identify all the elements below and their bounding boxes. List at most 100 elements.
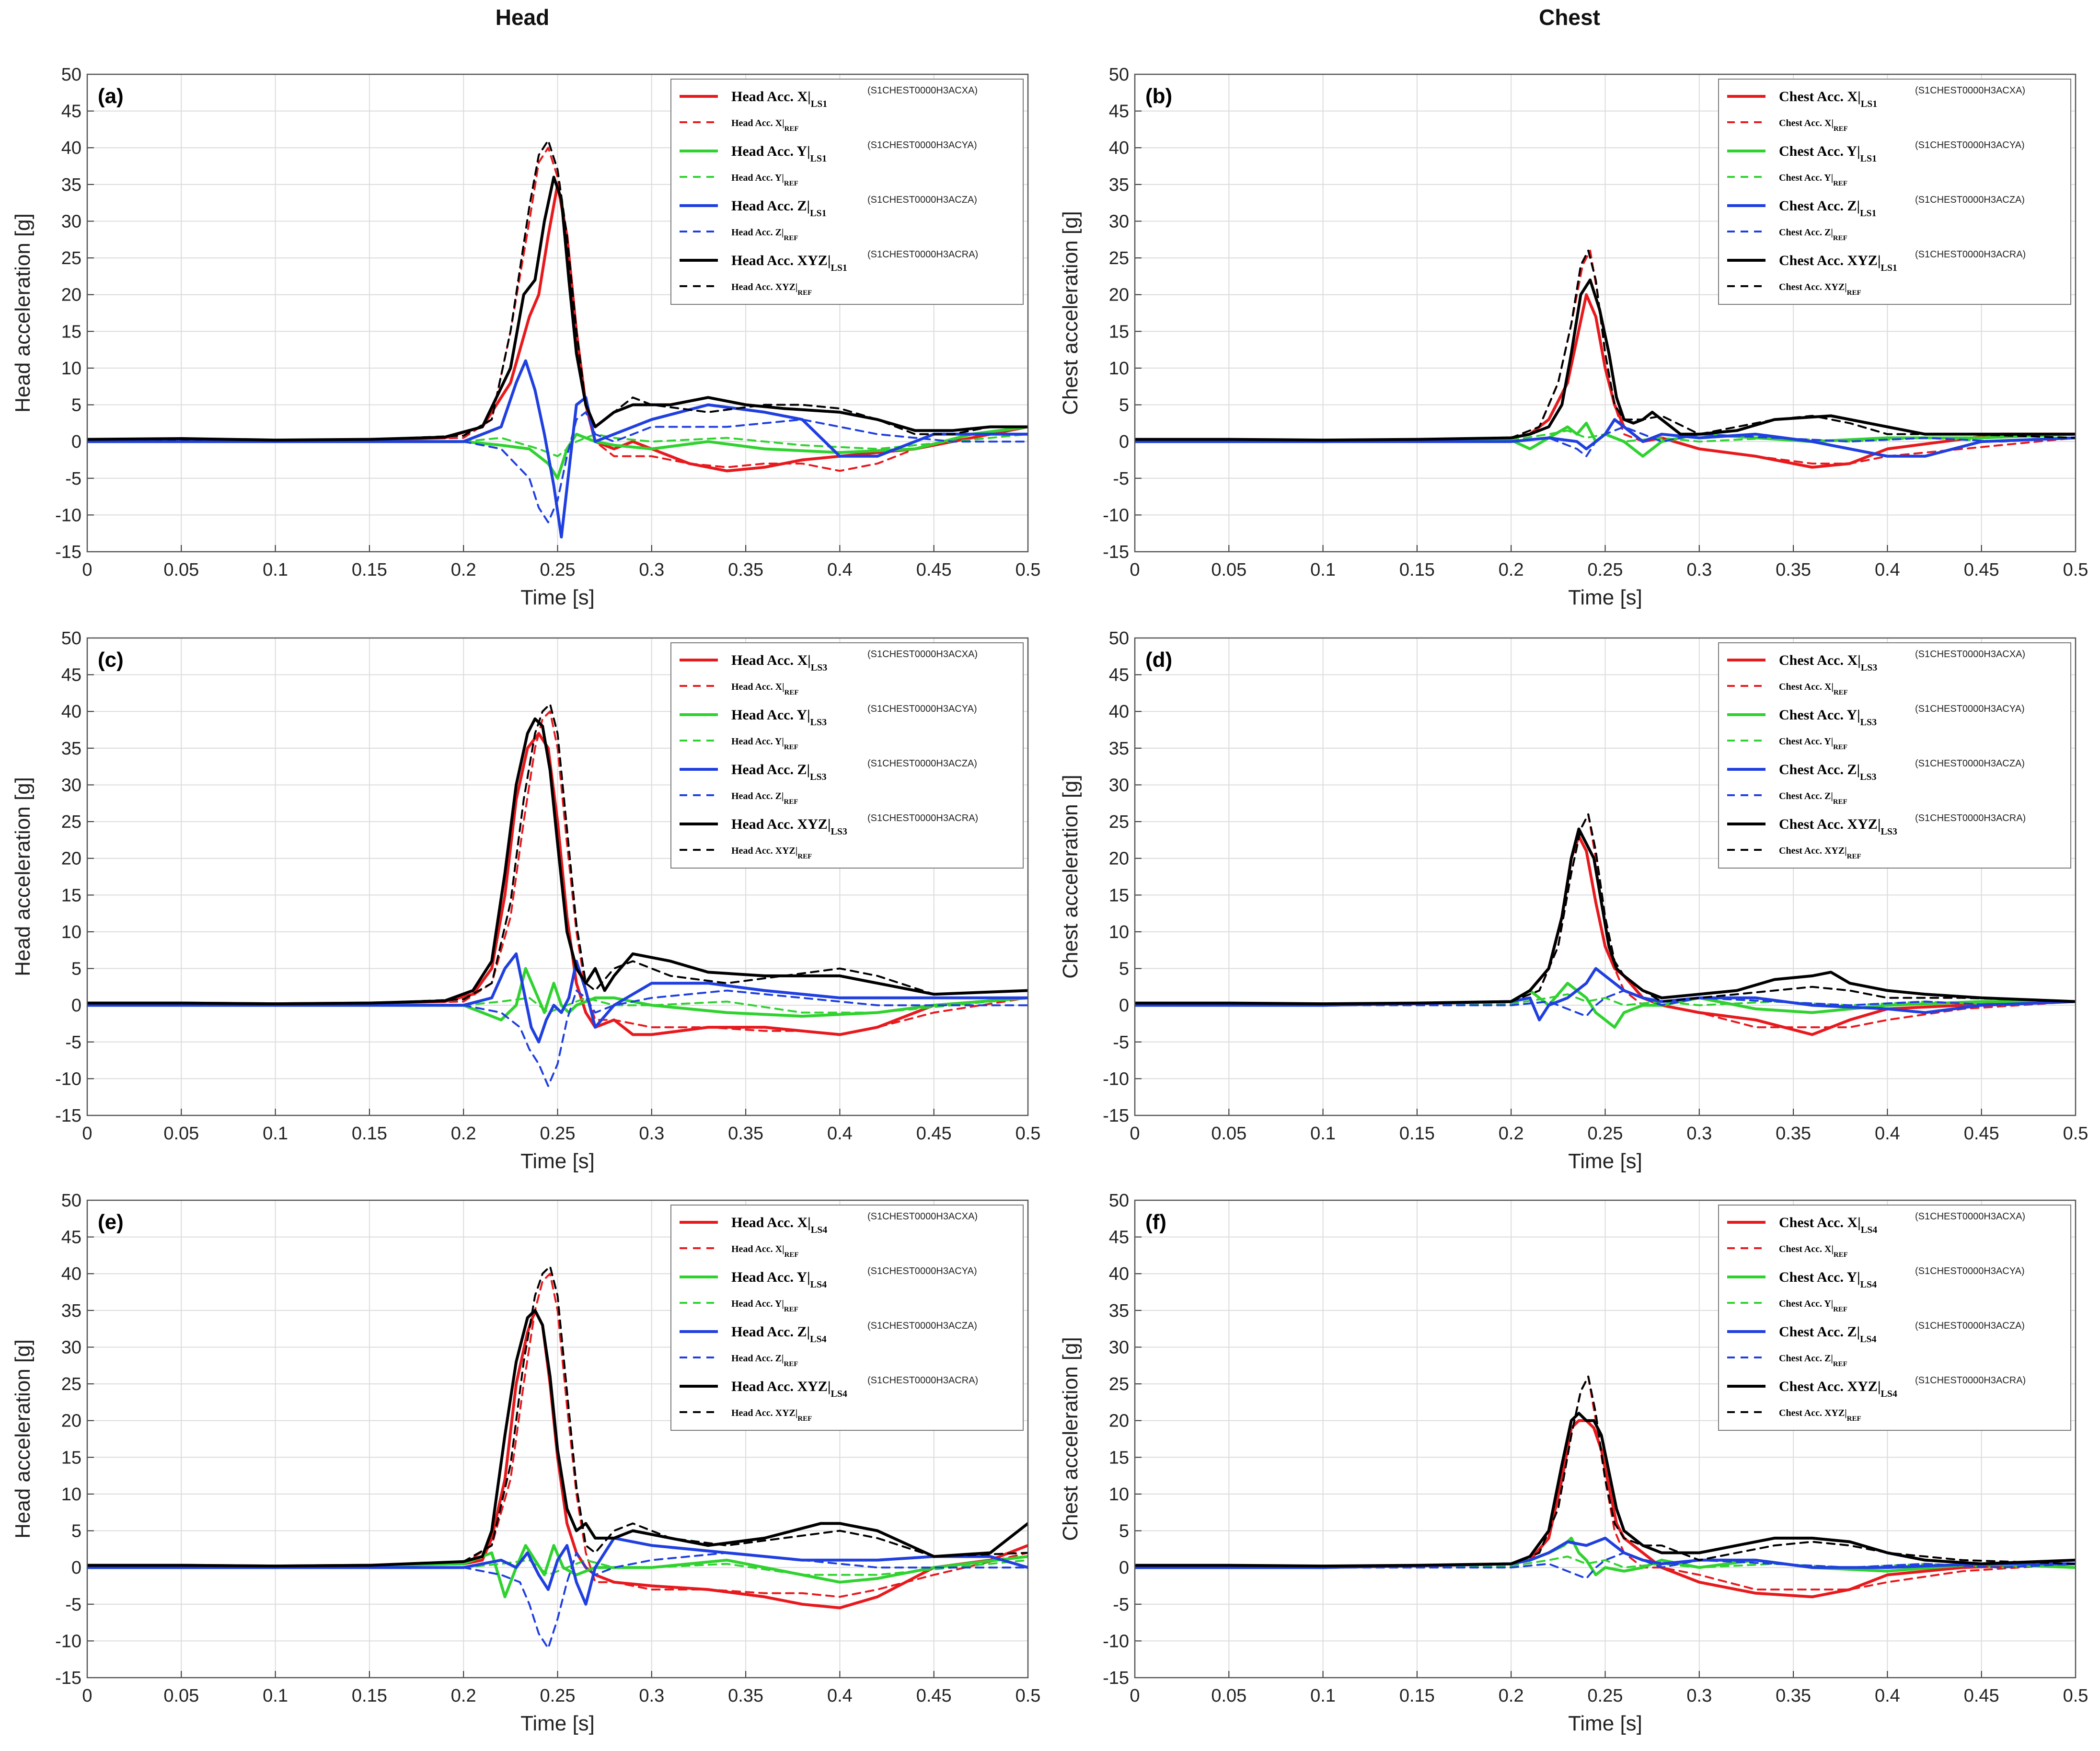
legend-ref-label: Chest Acc. X|REF xyxy=(1779,682,1848,696)
x-axis-label: Time [s] xyxy=(1568,1149,1642,1173)
legend-separator: | xyxy=(1858,89,1861,104)
series-line xyxy=(87,1544,1028,1599)
y-tick-label: -15 xyxy=(55,1668,81,1688)
legend-channel-code: (S1CHEST0000H3ACZA) xyxy=(867,758,977,769)
series-line xyxy=(87,1309,1028,1610)
legend-separator: | xyxy=(1831,682,1833,692)
y-tick-label: -5 xyxy=(65,469,81,489)
legend-label: Chest Acc. XYZ|LS4 xyxy=(1779,1379,1897,1399)
legend: Head Acc. X|LS1(S1CHEST0000H3ACXA)Head A… xyxy=(670,79,1024,305)
legend-separator: | xyxy=(1831,1353,1833,1364)
legend-box xyxy=(1718,642,2071,869)
y-tick-label: 45 xyxy=(1109,665,1129,685)
legend: Head Acc. X|LS4(S1CHEST0000H3ACXA)Head A… xyxy=(670,1205,1024,1431)
legend-separator: | xyxy=(782,736,784,747)
y-tick-label: 35 xyxy=(1109,175,1129,195)
y-tick-label: 35 xyxy=(1109,1301,1129,1321)
x-tick-label: 0.5 xyxy=(1015,1686,1041,1706)
axes-frame xyxy=(1134,1199,2077,1679)
legend-subscript: LS1 xyxy=(831,263,847,273)
y-tick-label: -10 xyxy=(1103,1069,1129,1089)
y-tick-label: 10 xyxy=(61,922,81,942)
x-tick-label: 0.1 xyxy=(263,1124,288,1144)
legend-ref-label: Head Acc. Z|REF xyxy=(731,791,798,806)
legend-label-text: Chest Acc. Z xyxy=(1779,198,1857,214)
y-tick-label: 45 xyxy=(1109,1228,1129,1248)
legend-separator: | xyxy=(782,173,784,183)
series-line xyxy=(87,1536,1028,1606)
axes-frame xyxy=(86,637,1029,1116)
y-tick-label: -10 xyxy=(55,1069,81,1089)
x-tick-label: 0.2 xyxy=(451,1686,476,1706)
legend-separator: | xyxy=(1857,143,1860,159)
legend-ref-label: Chest Acc. XYZ|REF xyxy=(1779,846,1861,860)
y-axis-label: Head acceleration [g] xyxy=(11,777,35,976)
legend-channel-code: (S1CHEST0000H3ACRA) xyxy=(867,249,978,260)
legend-label-text: Chest Acc. XYZ xyxy=(1779,1379,1878,1394)
legend-ref-text: Chest Acc. Y xyxy=(1779,736,1831,747)
legend-label: Head Acc. XYZ|LS4 xyxy=(731,1379,847,1399)
legend-ref-label: Chest Acc. XYZ|REF xyxy=(1779,1408,1861,1423)
series-line xyxy=(87,411,1028,523)
legend-ref-label: Head Acc. Y|REF xyxy=(731,736,798,751)
legend-channel-code: (S1CHEST0000H3ACZA) xyxy=(1915,1321,2025,1331)
x-tick-label: 0.2 xyxy=(1499,1124,1524,1144)
legend-ref-text: Chest Acc. XYZ xyxy=(1779,1408,1845,1418)
legend-separator: | xyxy=(1831,173,1833,183)
series-group xyxy=(1135,249,2076,469)
series-line xyxy=(87,717,1028,1006)
legend-subscript: LS4 xyxy=(811,1225,827,1235)
series-line xyxy=(87,997,1028,1014)
y-tick-label: 15 xyxy=(61,322,81,342)
x-tick-label: 0 xyxy=(82,1124,92,1144)
legend-ref-text: Head Acc. XYZ xyxy=(731,846,796,856)
x-tick-label: 0.15 xyxy=(352,560,387,580)
legend-subscript: LS3 xyxy=(1860,772,1876,782)
legend-separator: | xyxy=(808,89,811,104)
legend-separator: | xyxy=(1857,762,1860,777)
x-tick-label: 0 xyxy=(1130,560,1140,580)
y-tick-label: 0 xyxy=(71,1558,81,1578)
legend-box xyxy=(670,642,1024,869)
legend-separator: | xyxy=(808,1215,811,1230)
legend-subscript: LS3 xyxy=(810,717,827,728)
x-tick-label: 0.5 xyxy=(2063,1686,2088,1706)
legend-subscript: LS4 xyxy=(831,1389,847,1399)
legend: Chest Acc. X|LS1(S1CHEST0000H3ACXA)Chest… xyxy=(1718,79,2071,305)
x-tick-label: 0 xyxy=(82,1686,92,1706)
legend-subscript: LS3 xyxy=(831,826,847,837)
legend-subscript: LS4 xyxy=(810,1334,826,1345)
series-group xyxy=(87,703,1028,1087)
legend-ref-subscript: REF xyxy=(785,125,799,133)
x-tick-label: 0.4 xyxy=(1875,560,1900,580)
y-axis-label: Head acceleration [g] xyxy=(11,213,35,413)
series-line xyxy=(87,139,1028,441)
x-tick-label: 0.5 xyxy=(1015,560,1041,580)
x-tick-label: 0.45 xyxy=(1964,1686,1999,1706)
x-tick-label: 0.4 xyxy=(1875,1686,1900,1706)
legend-ref-text: Head Acc. XYZ xyxy=(731,282,796,292)
legend-label-text: Head Acc. Z xyxy=(731,1324,807,1340)
x-tick-label: 0.4 xyxy=(1875,1124,1900,1144)
x-tick-label: 0 xyxy=(1130,1124,1140,1144)
legend-label: Chest Acc. Z|LS3 xyxy=(1779,762,1877,782)
legend-label-text: Chest Acc. Y xyxy=(1779,1269,1857,1285)
y-tick-label: 20 xyxy=(61,1411,81,1431)
legend-ref-label: Head Acc. X|REF xyxy=(731,682,799,696)
legend-label-text: Chest Acc. Z xyxy=(1779,762,1857,777)
legend-separator: | xyxy=(1878,1379,1881,1394)
legend-label-text: Head Acc. XYZ xyxy=(731,1379,828,1394)
axes-frame xyxy=(1134,637,2077,1116)
x-tick-label: 0.4 xyxy=(827,1686,853,1706)
legend-ref-subscript: REF xyxy=(784,798,798,806)
chart-panel: 0 0.05 0.1 0.15 0.2 0.25 0.3 0.35 0.4 0.45 0.5 -15 -… xyxy=(11,65,1040,609)
legend-subscript: LS1 xyxy=(811,99,827,109)
legend-ref-text: Chest Acc. XYZ xyxy=(1779,846,1845,856)
series-line xyxy=(87,1309,1028,1568)
y-tick-label: 40 xyxy=(61,138,81,158)
x-tick-label: 0 xyxy=(82,560,92,580)
panel-label: (f) xyxy=(1145,1210,1166,1234)
legend-ref-text: Head Acc. Y xyxy=(731,736,782,747)
y-tick-label: -5 xyxy=(65,1032,81,1053)
legend-label-text: Head Acc. Z xyxy=(731,198,807,214)
